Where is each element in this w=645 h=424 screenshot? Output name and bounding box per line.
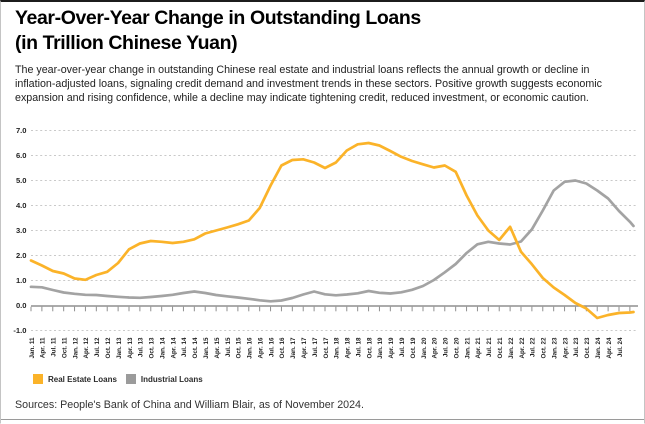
bottom-divider xyxy=(1,419,644,420)
chart-description: The year-over-year change in outstanding… xyxy=(15,64,602,104)
x-axis-tick-label: Jan. 11 xyxy=(29,337,36,359)
x-axis-tick-label: Jan. 18 xyxy=(334,337,341,359)
x-axis-tick-label: Oct. 23 xyxy=(584,337,591,358)
x-axis-tick-label: Oct. 14 xyxy=(192,337,199,358)
x-axis-tick-label: Jul. 16 xyxy=(268,337,275,357)
x-axis-tick-label: Apr. 21 xyxy=(475,337,482,358)
x-axis-tick-label: Jan. 21 xyxy=(464,337,471,359)
industrial-loans-swatch-icon xyxy=(125,374,136,384)
x-axis-tick-label: Jan. 24 xyxy=(595,337,602,359)
y-axis-tick-label: 0.0 xyxy=(16,301,27,310)
x-axis-tick-label: Oct. 13 xyxy=(149,337,156,358)
x-axis-tick-label: Jan. 16 xyxy=(247,337,254,359)
x-axis-tick-label: Jan. 15 xyxy=(203,337,210,359)
chart-legend: Real Estate Loans Industrial Loans xyxy=(33,374,203,384)
x-axis-tick-label: Jul. 15 xyxy=(225,337,232,357)
x-axis-tick-label: Jul. 19 xyxy=(399,337,406,357)
x-axis-tick-label: Apr. 14 xyxy=(170,337,177,358)
x-axis-tick-label: Jul. 11 xyxy=(51,337,58,357)
x-axis-tick-label: Apr. 12 xyxy=(83,337,90,358)
x-axis-tick-label: Oct. 22 xyxy=(541,337,548,358)
x-axis-tick-label: Jan. 20 xyxy=(421,337,428,359)
x-axis-tick-label: Jul. 12 xyxy=(94,337,101,357)
source-attribution: Sources: People's Bank of China and Will… xyxy=(15,399,364,411)
y-axis-tick-label: 7.0 xyxy=(16,126,27,135)
x-axis-tick-label: Apr. 16 xyxy=(257,337,264,358)
x-axis-tick-label: Oct. 15 xyxy=(236,337,243,358)
y-axis-tick-label: 3.0 xyxy=(16,226,27,235)
x-axis-tick-label: Oct. 20 xyxy=(453,337,460,358)
x-axis-tick-label: Apr. 15 xyxy=(214,337,221,358)
y-axis-tick-label: 5.0 xyxy=(16,176,27,185)
x-axis-tick-label: Apr. 13 xyxy=(127,337,134,358)
legend-label: Real Estate Loans xyxy=(48,374,117,384)
x-axis-tick-label: Oct. 16 xyxy=(279,337,286,358)
y-axis-tick-label: 4.0 xyxy=(16,201,27,210)
x-axis-tick-label: Oct. 17 xyxy=(323,337,330,358)
x-axis-tick-label: Oct. 21 xyxy=(497,337,504,358)
x-axis-tick-label: Oct. 12 xyxy=(105,337,112,358)
page-title: Year-Over-Year Change in Outstanding Loa… xyxy=(15,6,421,56)
page-title-line1: Year-Over-Year Change in Outstanding Loa… xyxy=(15,7,421,29)
x-axis-tick-label: Oct. 11 xyxy=(61,337,68,358)
x-axis-tick-label: Oct. 19 xyxy=(410,337,417,358)
x-axis-tick-label: Jan. 19 xyxy=(377,337,384,359)
x-axis-tick-label: Jul. 14 xyxy=(181,337,188,357)
x-axis-tick-label: Apr. 20 xyxy=(432,337,439,358)
x-axis-tick-label: Apr. 18 xyxy=(345,337,352,358)
x-axis-tick-label: Jan. 17 xyxy=(290,337,297,359)
x-axis-tick-label: Oct. 18 xyxy=(366,337,373,358)
x-axis-tick-label: Apr. 11 xyxy=(40,337,47,358)
x-axis-tick-label: Apr. 23 xyxy=(562,337,569,358)
x-axis-tick-label: Apr. 19 xyxy=(388,337,395,358)
x-axis-tick-label: Jan. 13 xyxy=(116,337,123,359)
x-axis-tick-label: Apr. 24 xyxy=(606,337,613,358)
x-axis-tick-label: Jul. 20 xyxy=(443,337,450,357)
real-estate-loans-swatch-icon xyxy=(33,374,43,384)
x-axis-tick-label: Jan. 14 xyxy=(159,337,166,359)
x-axis-tick-label: Jul. 22 xyxy=(530,337,537,357)
x-axis-tick-label: Jul. 24 xyxy=(617,337,624,357)
legend-item-real-estate-loans: Real Estate Loans xyxy=(33,374,117,384)
y-axis-tick-label: -1.0 xyxy=(13,326,26,335)
x-axis-tick-label: Jul. 23 xyxy=(573,337,580,357)
x-axis-tick-label: Jan. 22 xyxy=(508,337,515,359)
x-axis-tick-label: Apr. 22 xyxy=(519,337,526,358)
legend-item-industrial-loans: Industrial Loans xyxy=(125,374,203,384)
y-axis-tick-label: 6.0 xyxy=(16,151,27,160)
x-axis-tick-label: Jul. 21 xyxy=(486,337,493,357)
y-axis-tick-label: 1.0 xyxy=(16,276,27,285)
y-axis-tick-label: 2.0 xyxy=(16,251,27,260)
x-axis-tick-label: Jan. 23 xyxy=(551,337,558,359)
x-axis-tick-label: Jul. 17 xyxy=(312,337,319,357)
x-axis-tick-label: Jan. 12 xyxy=(72,337,79,359)
legend-label: Industrial Loans xyxy=(140,374,203,384)
x-axis-tick-label: Jul. 13 xyxy=(138,337,145,357)
series-line-industrial-loans xyxy=(29,179,635,303)
page-title-line2: (in Trillion Chinese Yuan) xyxy=(15,32,238,54)
x-axis-tick-label: Jul. 18 xyxy=(355,337,362,357)
series-line-real-estate-loans xyxy=(29,141,635,320)
x-axis-tick-label: Apr. 17 xyxy=(301,337,308,358)
